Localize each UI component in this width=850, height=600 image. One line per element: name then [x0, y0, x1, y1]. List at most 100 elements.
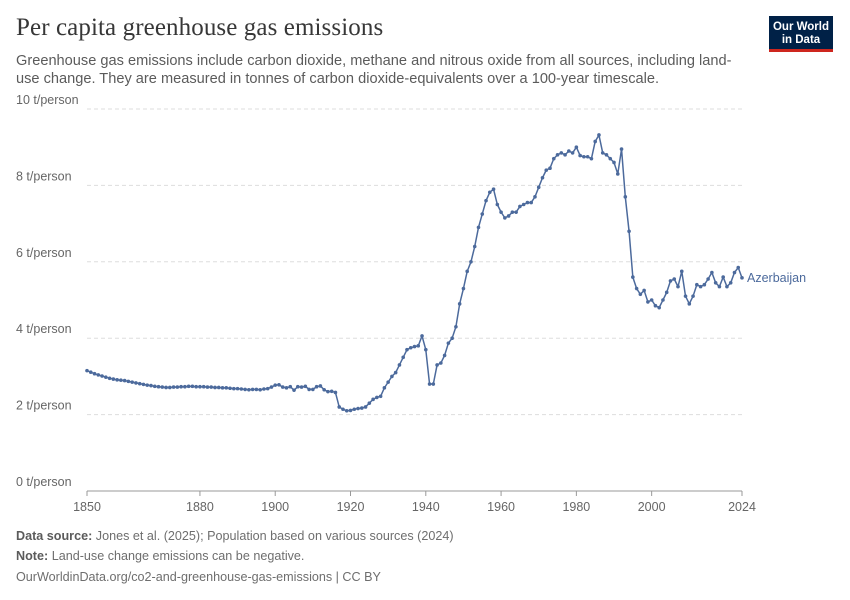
data-point[interactable]	[168, 385, 172, 390]
data-point[interactable]	[375, 395, 379, 400]
data-point[interactable]	[296, 384, 300, 389]
data-point[interactable]	[627, 229, 631, 234]
data-point[interactable]	[623, 195, 628, 199]
data-point[interactable]	[615, 172, 620, 176]
data-point[interactable]	[183, 384, 187, 389]
data-point[interactable]	[100, 374, 104, 378]
data-point[interactable]	[469, 260, 473, 264]
data-point[interactable]	[96, 373, 101, 377]
data-point[interactable]	[574, 145, 579, 149]
data-point[interactable]	[367, 401, 372, 405]
data-point[interactable]	[288, 384, 293, 389]
data-point[interactable]	[713, 281, 718, 285]
data-point[interactable]	[333, 390, 338, 395]
data-point[interactable]	[578, 153, 582, 158]
data-point[interactable]	[446, 341, 451, 345]
data-point[interactable]	[582, 154, 586, 159]
series-azerbaijan[interactable]: Azerbaijan	[85, 133, 806, 413]
data-point[interactable]	[382, 386, 387, 390]
series-line[interactable]	[86, 134, 743, 412]
data-point[interactable]	[130, 380, 134, 384]
data-point[interactable]	[476, 225, 481, 230]
data-point[interactable]	[736, 265, 741, 270]
data-point[interactable]	[213, 385, 217, 390]
data-point[interactable]	[393, 370, 398, 375]
data-point[interactable]	[612, 160, 616, 165]
data-point[interactable]	[593, 139, 597, 144]
data-point[interactable]	[104, 375, 108, 379]
data-point[interactable]	[698, 284, 703, 289]
data-point[interactable]	[405, 347, 409, 352]
data-point[interactable]	[85, 368, 89, 373]
data-point[interactable]	[92, 371, 97, 376]
data-point[interactable]	[431, 382, 436, 386]
data-point[interactable]	[506, 214, 511, 218]
data-point[interactable]	[480, 212, 485, 216]
data-point[interactable]	[175, 385, 180, 389]
data-point[interactable]	[484, 198, 488, 203]
data-point[interactable]	[126, 379, 131, 384]
data-point[interactable]	[551, 156, 556, 161]
data-point[interactable]	[145, 383, 150, 387]
data-point[interactable]	[352, 407, 357, 412]
data-point[interactable]	[646, 300, 650, 304]
data-point[interactable]	[416, 344, 421, 348]
data-point[interactable]	[111, 377, 116, 381]
data-point[interactable]	[179, 384, 183, 389]
data-point[interactable]	[503, 216, 507, 220]
data-point[interactable]	[239, 387, 244, 391]
data-point[interactable]	[307, 387, 311, 392]
data-point[interactable]	[439, 361, 443, 365]
data-point[interactable]	[544, 168, 549, 172]
data-point[interactable]	[529, 200, 533, 205]
data-point[interactable]	[717, 284, 722, 289]
data-point[interactable]	[725, 284, 729, 289]
data-point[interactable]	[706, 277, 710, 281]
data-point[interactable]	[457, 302, 462, 306]
data-point[interactable]	[198, 384, 202, 389]
data-point[interactable]	[122, 378, 127, 383]
data-point[interactable]	[559, 151, 564, 155]
owid-logo[interactable]: Our World in Data	[769, 16, 833, 52]
data-point[interactable]	[450, 336, 454, 341]
data-point[interactable]	[597, 133, 601, 137]
data-point[interactable]	[631, 275, 635, 279]
data-point[interactable]	[540, 175, 545, 180]
data-point[interactable]	[472, 244, 477, 249]
data-point[interactable]	[732, 270, 737, 275]
data-point[interactable]	[201, 384, 206, 389]
data-point[interactable]	[510, 210, 515, 214]
data-point[interactable]	[536, 185, 541, 190]
data-point[interactable]	[243, 387, 247, 392]
data-point[interactable]	[661, 298, 665, 302]
data-point[interactable]	[329, 389, 334, 394]
data-point[interactable]	[487, 190, 492, 195]
data-point[interactable]	[348, 408, 353, 413]
data-point[interactable]	[232, 386, 236, 391]
data-point[interactable]	[668, 279, 673, 283]
data-point[interactable]	[254, 387, 259, 392]
data-point[interactable]	[619, 147, 624, 151]
data-point[interactable]	[247, 387, 251, 392]
data-point[interactable]	[262, 387, 266, 391]
data-point[interactable]	[600, 151, 605, 155]
data-point[interactable]	[265, 386, 270, 391]
data-point[interactable]	[491, 187, 496, 192]
data-point[interactable]	[220, 386, 225, 390]
data-point[interactable]	[209, 385, 214, 389]
data-point[interactable]	[442, 353, 447, 358]
data-point[interactable]	[427, 382, 432, 386]
data-point[interactable]	[495, 202, 500, 207]
data-point[interactable]	[555, 153, 560, 157]
data-point[interactable]	[216, 385, 221, 390]
data-point[interactable]	[311, 387, 315, 392]
data-point[interactable]	[401, 355, 406, 360]
data-point[interactable]	[702, 282, 707, 287]
data-point[interactable]	[420, 334, 424, 338]
data-point[interactable]	[642, 288, 646, 293]
data-point[interactable]	[721, 275, 725, 279]
data-point[interactable]	[604, 153, 609, 157]
data-point[interactable]	[186, 384, 191, 389]
data-point[interactable]	[589, 156, 594, 161]
data-point[interactable]	[454, 324, 458, 329]
